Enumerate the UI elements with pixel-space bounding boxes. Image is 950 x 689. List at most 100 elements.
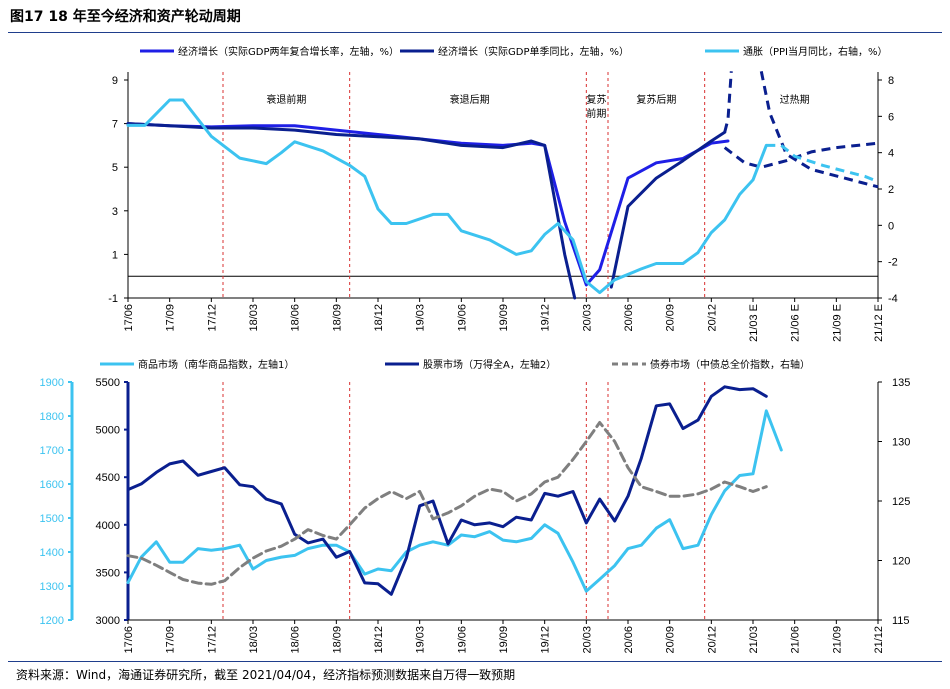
top-series-forecast <box>723 141 879 169</box>
top-series-forecast <box>723 71 733 133</box>
bottom-x-tick-label: 21/12 <box>873 626 885 654</box>
bottom-x-tick-label: 17/06 <box>123 626 135 654</box>
top-series-forecast <box>766 143 879 184</box>
top-legend-label: 通胀（PPI当月同比，右轴，%） <box>743 45 888 58</box>
top-x-tick-label: 18/06 <box>290 304 302 332</box>
top-y-right-tick-label: -4 <box>888 293 898 305</box>
top-x-tick-label: 19/12 <box>540 304 552 332</box>
top-x-tick-label: 17/12 <box>206 304 218 332</box>
top-x-tick-label: 19/09 <box>498 304 510 332</box>
top-y-left-tick-label: 7 <box>112 119 118 131</box>
bottom-x-tick-label: 21/03 <box>748 626 760 654</box>
bottom-legend-label: 债券市场（中债总全价指数，右轴） <box>650 358 810 371</box>
title-rule <box>8 32 942 33</box>
bottom-y-left2-tick-label: 4000 <box>96 520 120 532</box>
bottom-x-tick-label: 20/03 <box>581 626 593 654</box>
bottom-x-tick-label: 19/09 <box>498 626 510 654</box>
footer-rule <box>8 661 942 662</box>
bottom-y-left1-tick-label: 1900 <box>40 377 64 389</box>
top-y-left-tick-label: 3 <box>112 206 118 218</box>
top-phase-label: 复苏后期 <box>636 93 676 106</box>
bottom-y-left1-tick-label: 1300 <box>40 581 64 593</box>
top-series-line <box>609 130 727 289</box>
top-series-line <box>126 122 577 300</box>
bottom-x-tick-label: 20/12 <box>706 626 718 654</box>
top-x-tick-label: 21/12 E <box>873 304 885 342</box>
bottom-y-left1-tick-label: 1600 <box>40 479 64 491</box>
top-y-right-tick-label: 2 <box>888 184 894 196</box>
top-chart: 经济增长（实际GDP两年复合增长率，左轴，%） 经济增长（实际GDP单季同比，左轴… <box>108 45 898 342</box>
bottom-x-tick-label: 17/09 <box>165 626 177 654</box>
bottom-x-tick-label: 20/06 <box>623 626 635 654</box>
top-x-tick-label: 17/06 <box>123 304 135 332</box>
top-phase-label: 衰退前期 <box>266 93 306 106</box>
top-x-tick-label: 21/09 E <box>831 304 843 342</box>
top-x-tick-label: 20/09 <box>665 304 677 332</box>
bottom-series-line <box>126 385 768 596</box>
top-x-tick-label: 18/09 <box>331 304 343 332</box>
top-x-tick-label: 18/12 <box>373 304 385 332</box>
bottom-y-right-tick-label: 115 <box>892 615 910 627</box>
bottom-y-right-tick-label: 135 <box>892 377 910 389</box>
bottom-y-left2-tick-label: 3000 <box>96 615 120 627</box>
top-x-tick-label: 19/03 <box>415 304 427 332</box>
top-y-right-tick-label: 4 <box>888 148 894 160</box>
bottom-x-tick-label: 18/03 <box>248 626 260 654</box>
bottom-y-left1-tick-label: 1500 <box>40 513 64 525</box>
bottom-y-left2-tick-label: 3500 <box>96 567 120 579</box>
bottom-x-tick-label: 18/09 <box>331 626 343 654</box>
bottom-series-line <box>126 409 783 593</box>
top-y-right-tick-label: 8 <box>888 75 894 87</box>
top-x-tick-label: 18/03 <box>248 304 260 332</box>
bottom-legend-label: 股票市场（万得全A，左轴2） <box>423 358 556 371</box>
bottom-y-left1-tick-label: 1400 <box>40 547 64 559</box>
bottom-y-right-tick-label: 120 <box>892 556 910 568</box>
top-phase-label: 过热期 <box>780 93 810 106</box>
bottom-x-tick-label: 19/12 <box>540 626 552 654</box>
bottom-chart: 商品市场（南华商品指数，左轴1） 股票市场（万得全A，左轴2） 债券市场（中债总全价… <box>40 358 911 654</box>
bottom-y-right-tick-label: 130 <box>892 437 910 449</box>
top-y-left-tick-label: -1 <box>108 293 118 305</box>
top-series-line <box>126 122 730 287</box>
bottom-y-left2-tick-label: 5500 <box>96 377 120 389</box>
bottom-y-left2-tick-label: 5000 <box>96 425 120 437</box>
top-y-left-tick-label: 1 <box>112 249 118 261</box>
bottom-x-tick-label: 19/06 <box>456 626 468 654</box>
bottom-x-tick-label: 18/06 <box>290 626 302 654</box>
bottom-x-tick-label: 17/12 <box>206 626 218 654</box>
top-y-left-tick-label: 5 <box>112 162 118 174</box>
bottom-y-right-tick-label: 125 <box>892 496 910 508</box>
top-phase-label: 复苏 <box>586 93 606 106</box>
top-y-left-tick-label: 9 <box>112 75 118 87</box>
top-x-tick-label: 20/12 <box>706 304 718 332</box>
bottom-series-line <box>126 421 768 586</box>
top-y-right-tick-label: 6 <box>888 111 894 123</box>
bottom-y-left1-tick-label: 1700 <box>40 445 64 457</box>
bottom-x-tick-label: 18/12 <box>373 626 385 654</box>
top-phase-label: 前期 <box>586 107 606 120</box>
top-x-tick-label: 17/09 <box>165 304 177 332</box>
bottom-y-left1-tick-label: 1800 <box>40 411 64 423</box>
top-x-tick-label: 21/03 E <box>748 304 760 342</box>
bottom-x-tick-label: 21/06 <box>790 626 802 654</box>
top-y-right-tick-label: -2 <box>888 257 898 269</box>
top-legend-label: 经济增长（实际GDP两年复合增长率，左轴，%） <box>178 45 399 58</box>
bottom-x-tick-label: 19/03 <box>415 626 427 654</box>
source-note: 资料来源：Wind，海通证券研究所，截至 2021/04/04，经济指标预测数据… <box>16 668 516 682</box>
bottom-y-left1-tick-label: 1200 <box>40 615 64 627</box>
top-x-tick-label: 20/06 <box>623 304 635 332</box>
top-x-tick-label: 21/06 E <box>790 304 802 342</box>
bottom-x-tick-label: 20/09 <box>665 626 677 654</box>
top-series-forecast <box>759 71 879 189</box>
top-legend-label: 经济增长（实际GDP单季同比，左轴，%） <box>438 45 629 58</box>
bottom-x-tick-label: 21/09 <box>831 626 843 654</box>
bottom-y-left2-tick-label: 4500 <box>96 472 120 484</box>
top-x-tick-label: 20/03 <box>581 304 593 332</box>
top-series-line <box>126 98 768 295</box>
top-x-tick-label: 19/06 <box>456 304 468 332</box>
bottom-legend-label: 商品市场（南华商品指数，左轴1） <box>138 358 294 371</box>
top-y-right-tick-label: 0 <box>888 220 894 232</box>
figure-title: 图17 18 年至今经济和资产轮动周期 <box>10 9 241 25</box>
top-phase-label: 衰退后期 <box>450 93 490 106</box>
